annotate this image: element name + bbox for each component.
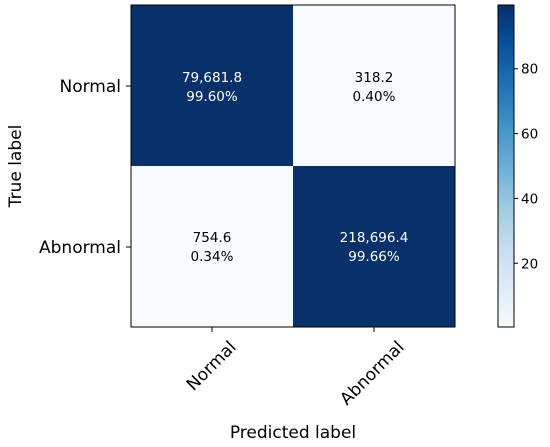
cell-label-percent-1-0: 0.34% bbox=[191, 249, 234, 265]
colorbar-tick-label-40: 40 bbox=[521, 191, 538, 207]
x-axis: Normal Abnormal Predicted label bbox=[183, 327, 409, 443]
cell-abnormal-abnormal bbox=[293, 166, 455, 327]
cell-labels: 79,681.8 99.60% 318.2 0.40% 754.6 0.34% … bbox=[182, 70, 408, 265]
x-tick-label-normal: Normal bbox=[183, 337, 241, 395]
cell-label-count-0-0: 79,681.8 bbox=[182, 70, 242, 86]
cell-label-percent-0-1: 0.40% bbox=[353, 89, 396, 105]
cell-label-count-1-0: 754.6 bbox=[193, 230, 232, 246]
y-tick-label-abnormal: Abnormal bbox=[39, 238, 121, 258]
y-tick-label-normal: Normal bbox=[59, 77, 121, 97]
colorbar-tick-label-20: 20 bbox=[521, 256, 538, 272]
colorbar-gradient bbox=[497, 4, 515, 328]
cell-normal-normal bbox=[131, 5, 293, 166]
colorbar-tick-label-80: 80 bbox=[521, 62, 538, 78]
cell-label-count-1-1: 218,696.4 bbox=[340, 230, 409, 246]
heatmap-cells bbox=[131, 5, 455, 327]
x-axis-label: Predicted label bbox=[230, 423, 356, 443]
cell-label-percent-0-0: 99.60% bbox=[186, 89, 238, 105]
x-tick-label-abnormal: Abnormal bbox=[336, 337, 408, 409]
colorbar-tick-label-60: 60 bbox=[521, 127, 538, 143]
plot-frame bbox=[130, 4, 456, 328]
cell-abnormal-normal bbox=[131, 166, 293, 327]
colorbar: 20 40 60 80 bbox=[497, 4, 538, 328]
cell-label-count-0-1: 318.2 bbox=[355, 70, 394, 86]
y-axis-label: True label bbox=[6, 125, 26, 209]
y-axis: Normal Abnormal True label bbox=[6, 77, 131, 258]
cell-normal-abnormal bbox=[293, 5, 455, 166]
cell-label-percent-1-1: 99.66% bbox=[348, 249, 400, 265]
colorbar-ticks: 20 40 60 80 bbox=[514, 62, 538, 272]
